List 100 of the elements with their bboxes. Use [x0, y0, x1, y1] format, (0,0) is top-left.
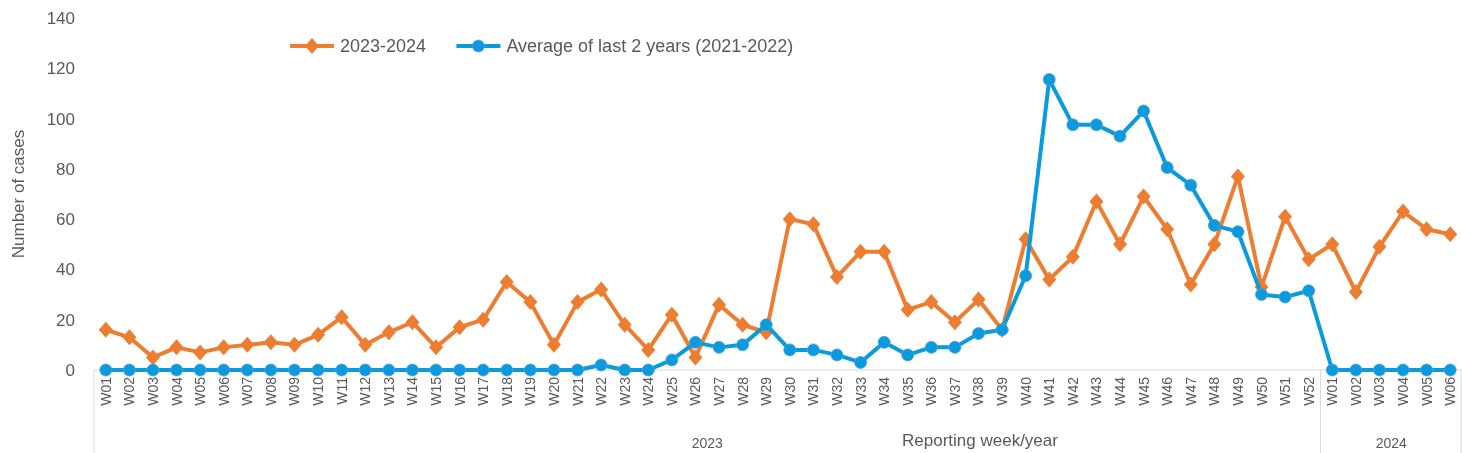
y-tick-label: 40 [56, 260, 75, 280]
point [122, 329, 137, 346]
x-axis-title: Reporting week/year [902, 431, 1059, 450]
point [476, 363, 490, 377]
x-tick-label: W06 [1442, 376, 1459, 406]
point [240, 363, 254, 377]
x-tick-label: W51 [1277, 376, 1294, 406]
point [216, 339, 231, 356]
x-tick-label: W35 [899, 376, 916, 406]
point [782, 211, 797, 228]
x-tick-label: W44 [1112, 376, 1128, 406]
point [665, 353, 679, 367]
point [641, 363, 655, 377]
point [1255, 288, 1268, 301]
x-tick-label: W37 [946, 376, 963, 406]
point [499, 274, 514, 290]
x-tick-label: W18 [498, 376, 515, 406]
x-tick-label: W38 [970, 376, 987, 406]
x-tick-label: W33 [852, 376, 869, 406]
point [1278, 290, 1292, 304]
x-tick-label: W39 [994, 376, 1011, 406]
point [311, 326, 326, 343]
x-tick-label: W45 [1135, 376, 1152, 406]
point [689, 335, 702, 349]
point [500, 363, 514, 377]
x-tick-label: W05 [192, 376, 209, 406]
point [806, 343, 820, 357]
x-tick-label: W43 [1088, 376, 1105, 406]
point [1443, 226, 1458, 243]
x-tick-label: W02 [1347, 376, 1364, 406]
point [1113, 236, 1127, 253]
x-tick-label: W46 [1159, 376, 1176, 406]
point [429, 339, 443, 356]
point [571, 363, 584, 377]
x-tick-label: W26 [687, 376, 704, 406]
x-tick-label: W21 [569, 376, 586, 406]
point [900, 301, 915, 318]
point [1420, 363, 1434, 377]
point [169, 339, 184, 356]
point [1136, 188, 1151, 205]
point [1019, 269, 1033, 283]
x-tick-label: W02 [121, 376, 138, 406]
point [594, 281, 609, 298]
point [358, 336, 373, 353]
point [193, 344, 208, 361]
x-tick-label: W47 [1182, 376, 1199, 406]
point [145, 349, 160, 366]
point [146, 363, 160, 377]
x-tick-label: W09 [286, 376, 303, 406]
y-tick-label: 120 [46, 59, 75, 79]
point [901, 348, 915, 362]
point [1325, 236, 1340, 253]
point [1373, 363, 1386, 377]
point [947, 314, 962, 331]
x-tick-label: W14 [404, 376, 421, 406]
y-tick-label: 60 [56, 210, 75, 230]
x-tick-label: W31 [805, 376, 822, 406]
x-tick-label: W16 [451, 376, 468, 406]
x-tick-label: W13 [380, 376, 397, 406]
point [570, 294, 585, 311]
point [1160, 161, 1174, 174]
point [1349, 363, 1363, 377]
point [429, 363, 443, 377]
point [736, 338, 750, 352]
point [193, 363, 207, 377]
point [217, 363, 231, 377]
x-tick-label: W41 [1041, 376, 1058, 406]
point [948, 340, 962, 354]
point [735, 316, 750, 333]
point [971, 291, 986, 308]
point [712, 296, 727, 313]
point [853, 243, 868, 260]
x-tick-label: W28 [734, 376, 751, 406]
point [1325, 363, 1339, 377]
point [664, 306, 679, 323]
point [453, 363, 466, 377]
x-tick-label: W11 [333, 376, 350, 405]
point [1183, 276, 1198, 293]
y-tick-label: 140 [46, 8, 75, 28]
point [877, 243, 892, 260]
point [170, 363, 183, 377]
point [122, 363, 136, 377]
y-tick-label: 80 [56, 159, 75, 179]
point [877, 335, 891, 349]
point [405, 314, 420, 331]
x-tick-label: W27 [711, 376, 728, 406]
point [759, 318, 773, 332]
x-tick-label: W10 [310, 376, 327, 406]
x-tick-label: W40 [1017, 376, 1034, 406]
point [806, 216, 821, 233]
text: 2024 [1375, 435, 1408, 451]
point [546, 336, 561, 353]
point [452, 319, 467, 336]
text: 2023 [691, 435, 724, 451]
point [98, 321, 113, 338]
point [712, 340, 726, 354]
point [1231, 225, 1245, 239]
x-tick-label: W49 [1229, 376, 1246, 406]
point [829, 268, 844, 285]
x-tick-label: W04 [1395, 376, 1412, 406]
